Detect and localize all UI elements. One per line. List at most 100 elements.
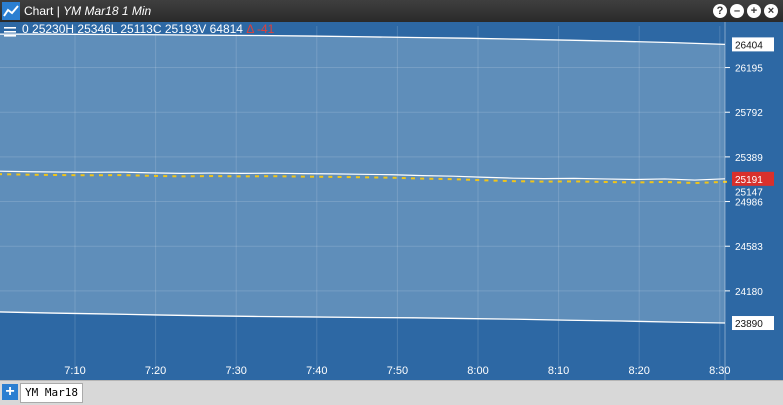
volume-marker: [62, 174, 67, 177]
volume-marker: [16, 173, 21, 176]
volume-marker: [585, 180, 590, 183]
chart-area[interactable]: 26195 25792 25389 24986 24583 24180 25147 26404…: [0, 22, 783, 380]
volume-marker: [126, 174, 131, 177]
volume-marker: [163, 175, 168, 178]
volume-marker: [346, 176, 351, 179]
volume-marker: [300, 175, 305, 178]
volume-marker: [466, 178, 471, 181]
volume-marker: [89, 174, 94, 177]
y-tick-label: 25389: [735, 153, 763, 164]
volume-marker: [355, 176, 360, 179]
volume-marker: [502, 179, 507, 182]
x-axis: 7:10 7:20 7:30 7:40 7:50 8:00 8:10 8:20 8:30: [64, 365, 730, 377]
volume-marker: [291, 175, 296, 178]
line-chart-icon: [2, 2, 20, 20]
title-bar: Chart | YM Mar18 1 Min ? – + ×: [0, 0, 783, 22]
band-fill: [0, 34, 725, 324]
app-name: Chart: [24, 4, 54, 18]
volume-marker: [484, 179, 489, 182]
volume-marker: [695, 181, 700, 184]
volume-marker: [603, 180, 608, 183]
y-tick-label: 24180: [735, 287, 763, 298]
volume-marker: [631, 181, 636, 184]
last-price-label: 25191: [735, 175, 763, 186]
y-tick-label: 25792: [735, 108, 763, 119]
tab-bar: + YM Mar18: [0, 380, 783, 405]
quote-change: Δ -41: [246, 22, 274, 36]
x-tick-label: 7:40: [306, 365, 327, 377]
hamburger-menu-icon[interactable]: [4, 27, 16, 37]
close-icon[interactable]: ×: [764, 4, 778, 18]
x-tick-label: 7:30: [225, 365, 246, 377]
volume-marker: [144, 174, 149, 177]
volume-marker: [181, 175, 186, 178]
volume-marker: [245, 175, 250, 178]
volume-marker: [576, 180, 581, 183]
volume-marker: [282, 175, 287, 178]
y-axis: 26195 25792 25389 24986 24583 24180 25147 26404…: [724, 22, 774, 380]
x-tick-label: 8:20: [628, 365, 649, 377]
volume-marker: [429, 177, 434, 180]
y-top-label-box: [732, 37, 774, 52]
plus-icon[interactable]: +: [2, 384, 18, 400]
x-tick-label: 8:10: [548, 365, 569, 377]
y-top-label: 26404: [735, 40, 763, 51]
volume-marker: [264, 175, 269, 178]
volume-marker: [227, 175, 232, 178]
volume-marker: [374, 176, 379, 179]
volume-marker: [420, 177, 425, 180]
volume-marker: [410, 177, 415, 180]
last-price-label-box: [732, 171, 774, 186]
volume-marker: [25, 173, 30, 176]
volume-marker: [254, 175, 259, 178]
volume-marker: [365, 176, 370, 179]
volume-marker: [43, 173, 48, 176]
volume-marker: [475, 179, 480, 182]
volume-marker: [71, 174, 76, 177]
tab-ym-mar18[interactable]: YM Mar18: [20, 383, 83, 403]
maximize-icon[interactable]: +: [747, 4, 761, 18]
price-chart[interactable]: 26195 25792 25389 24986 24583 24180 25147 26404…: [0, 22, 783, 380]
volume-marker: [521, 180, 526, 183]
volume-marker: [566, 180, 571, 183]
upper-band-line: [0, 33, 726, 46]
x-tick-label: 7:50: [387, 365, 408, 377]
volume-marker: [117, 174, 122, 177]
volume-marker: [557, 180, 562, 183]
quote-close: 25113C: [120, 22, 161, 36]
volume-marker: [640, 181, 645, 184]
title-separator: |: [56, 4, 60, 18]
volume-marker: [319, 175, 324, 178]
volume-marker: [273, 175, 278, 178]
x-tick-label: 7:20: [145, 365, 166, 377]
volume-marker: [172, 175, 177, 178]
volume-marker: [612, 181, 617, 184]
volume-marker: [337, 175, 342, 178]
volume-marker: [594, 180, 599, 183]
volume-marker: [723, 180, 727, 183]
volume-marker: [135, 174, 140, 177]
y-tick-label: 26195: [735, 64, 763, 75]
quote-high: 25230H: [32, 22, 74, 36]
volume-marker: [190, 175, 195, 178]
help-icon[interactable]: ?: [713, 4, 727, 18]
volume-marker: [658, 181, 663, 184]
quote-volume: 25193V: [165, 22, 206, 36]
quote-open: 0: [22, 22, 29, 36]
lower-band-line: [0, 311, 726, 324]
volume-marker: [218, 175, 223, 178]
x-tick-label: 8:00: [467, 365, 488, 377]
price-line: [0, 170, 726, 181]
volume-marker: [530, 180, 535, 183]
volume-marker: [511, 180, 516, 183]
volume-marker: [548, 180, 553, 183]
quote-low: 25346L: [77, 22, 117, 36]
volume-marker: [80, 174, 85, 177]
volume-marker: [493, 179, 498, 182]
minimize-icon[interactable]: –: [730, 4, 744, 18]
grid: [0, 26, 725, 374]
y-bottom-label: 23890: [735, 319, 763, 330]
x-tick-label: 8:30: [709, 365, 730, 377]
volume-marker: [328, 175, 333, 178]
x-tick-label: 7:10: [64, 365, 85, 377]
